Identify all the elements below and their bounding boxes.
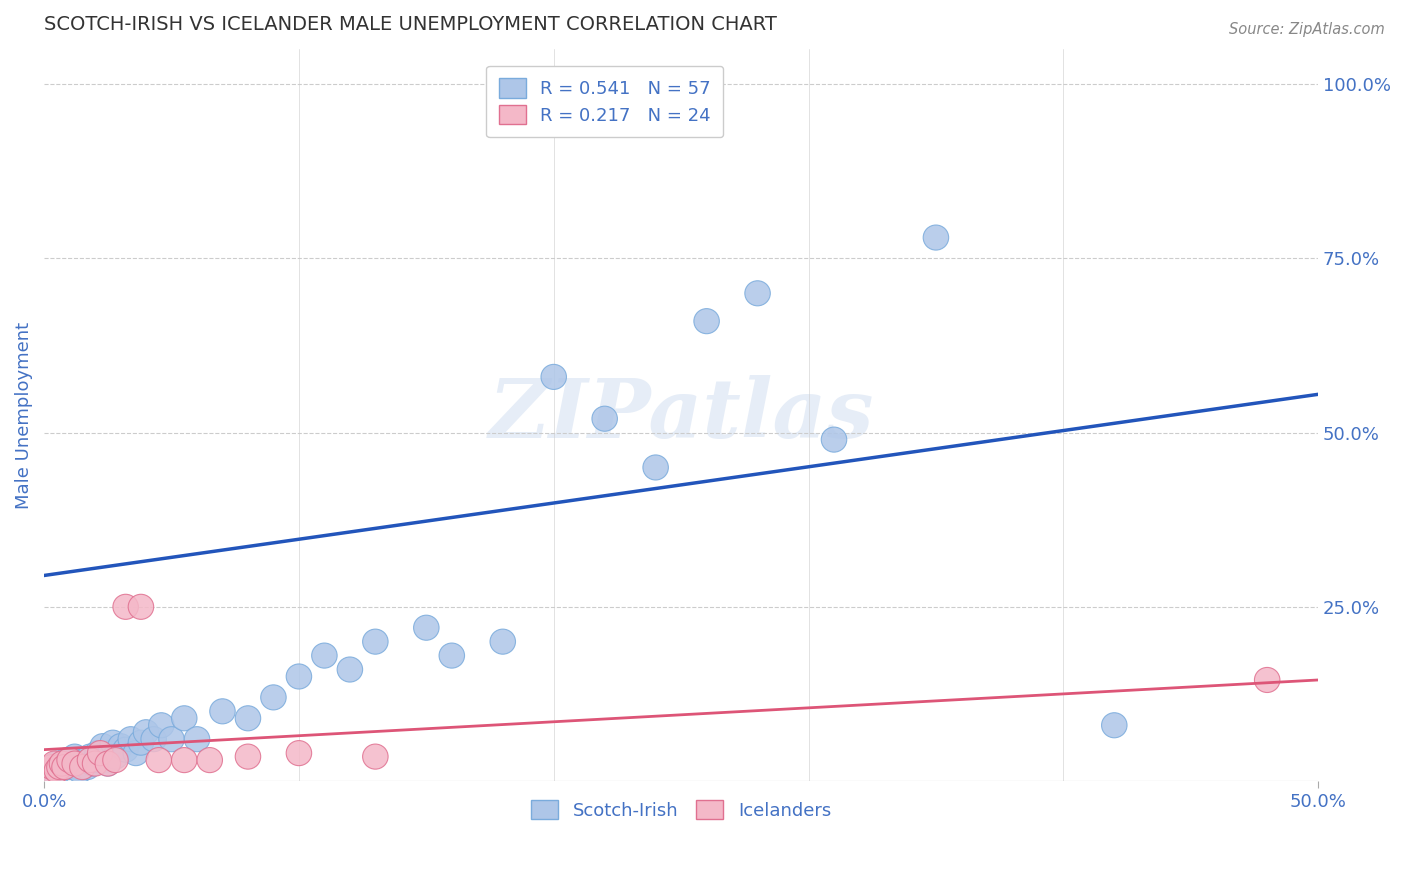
- Ellipse shape: [146, 747, 172, 772]
- Ellipse shape: [363, 629, 388, 654]
- Ellipse shape: [87, 740, 112, 765]
- Ellipse shape: [97, 740, 124, 765]
- Ellipse shape: [56, 755, 83, 780]
- Ellipse shape: [56, 747, 83, 772]
- Ellipse shape: [134, 720, 159, 745]
- Ellipse shape: [39, 758, 65, 783]
- Ellipse shape: [260, 685, 287, 710]
- Ellipse shape: [52, 755, 77, 780]
- Ellipse shape: [49, 755, 75, 780]
- Ellipse shape: [37, 758, 62, 783]
- Ellipse shape: [46, 758, 72, 783]
- Ellipse shape: [1101, 713, 1128, 738]
- Ellipse shape: [84, 740, 110, 765]
- Ellipse shape: [67, 758, 93, 783]
- Ellipse shape: [62, 751, 87, 776]
- Ellipse shape: [49, 751, 75, 776]
- Text: SCOTCH-IRISH VS ICELANDER MALE UNEMPLOYMENT CORRELATION CHART: SCOTCH-IRISH VS ICELANDER MALE UNEMPLOYM…: [44, 15, 778, 34]
- Ellipse shape: [44, 751, 69, 776]
- Ellipse shape: [112, 594, 138, 619]
- Ellipse shape: [108, 733, 134, 759]
- Ellipse shape: [541, 364, 567, 390]
- Ellipse shape: [149, 713, 174, 738]
- Ellipse shape: [96, 751, 121, 776]
- Ellipse shape: [56, 747, 83, 772]
- Ellipse shape: [77, 744, 103, 769]
- Ellipse shape: [235, 744, 260, 769]
- Ellipse shape: [77, 747, 103, 772]
- Ellipse shape: [75, 755, 100, 780]
- Ellipse shape: [439, 643, 464, 668]
- Ellipse shape: [745, 281, 770, 306]
- Ellipse shape: [141, 727, 166, 752]
- Ellipse shape: [59, 751, 84, 776]
- Ellipse shape: [103, 747, 128, 772]
- Ellipse shape: [55, 747, 80, 772]
- Text: Source: ZipAtlas.com: Source: ZipAtlas.com: [1229, 22, 1385, 37]
- Ellipse shape: [159, 727, 184, 752]
- Ellipse shape: [83, 747, 108, 772]
- Ellipse shape: [592, 406, 617, 431]
- Ellipse shape: [413, 615, 439, 640]
- Ellipse shape: [65, 755, 90, 780]
- Ellipse shape: [821, 427, 846, 452]
- Ellipse shape: [112, 737, 138, 762]
- Ellipse shape: [235, 706, 260, 731]
- Ellipse shape: [118, 727, 143, 752]
- Ellipse shape: [643, 455, 668, 480]
- Ellipse shape: [62, 744, 87, 769]
- Ellipse shape: [287, 664, 312, 689]
- Ellipse shape: [209, 698, 235, 724]
- Ellipse shape: [93, 747, 118, 772]
- Ellipse shape: [42, 755, 67, 780]
- Ellipse shape: [124, 740, 149, 765]
- Ellipse shape: [363, 744, 388, 769]
- Ellipse shape: [184, 727, 209, 752]
- Ellipse shape: [312, 643, 337, 668]
- Ellipse shape: [172, 747, 197, 772]
- Legend: Scotch-Irish, Icelanders: Scotch-Irish, Icelanders: [524, 792, 838, 827]
- Ellipse shape: [42, 751, 67, 776]
- Ellipse shape: [287, 740, 312, 765]
- Ellipse shape: [1254, 667, 1279, 692]
- Ellipse shape: [172, 706, 197, 731]
- Ellipse shape: [52, 751, 77, 776]
- Ellipse shape: [128, 731, 153, 756]
- Ellipse shape: [37, 762, 62, 787]
- Ellipse shape: [100, 731, 125, 756]
- Ellipse shape: [69, 751, 96, 776]
- Ellipse shape: [90, 733, 115, 759]
- Ellipse shape: [103, 744, 128, 769]
- Y-axis label: Male Unemployment: Male Unemployment: [15, 322, 32, 508]
- Ellipse shape: [128, 594, 153, 619]
- Ellipse shape: [695, 309, 720, 334]
- Ellipse shape: [69, 755, 96, 780]
- Ellipse shape: [87, 744, 112, 769]
- Ellipse shape: [46, 755, 72, 780]
- Text: ZIPatlas: ZIPatlas: [488, 376, 875, 455]
- Ellipse shape: [80, 751, 105, 776]
- Ellipse shape: [72, 747, 97, 772]
- Ellipse shape: [44, 758, 69, 783]
- Ellipse shape: [924, 225, 949, 250]
- Ellipse shape: [337, 657, 363, 682]
- Ellipse shape: [491, 629, 516, 654]
- Ellipse shape: [39, 755, 65, 780]
- Ellipse shape: [83, 751, 108, 776]
- Ellipse shape: [197, 747, 222, 772]
- Ellipse shape: [96, 751, 121, 776]
